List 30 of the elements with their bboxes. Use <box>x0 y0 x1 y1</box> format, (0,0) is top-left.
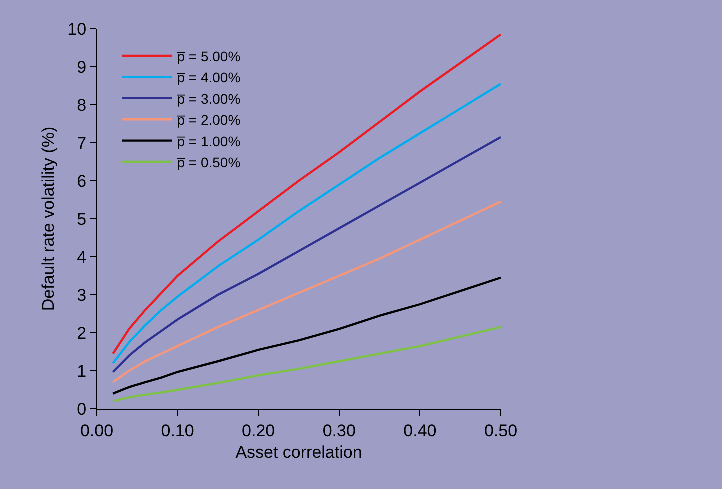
legend-label: p̅ = 1.00% <box>176 133 241 150</box>
y-tick-label: 5 <box>77 210 87 229</box>
x-tick-label: 0.40 <box>404 421 437 440</box>
x-tick-label: 0.30 <box>322 421 356 440</box>
legend-label: p̅ = 3.00% <box>176 90 241 107</box>
legend-label: p̅ = 5.00% <box>176 48 241 64</box>
line-series <box>112 276 501 395</box>
y-tick-label: 6 <box>77 172 87 191</box>
y-axis-title: Default rate volatility (%) <box>39 126 58 312</box>
legend-label: p̅ = 0.50% <box>176 154 241 170</box>
x-tick-label: 0.50 <box>484 421 518 440</box>
x-tick-label: 0.00 <box>80 421 114 440</box>
y-tick-label: 2 <box>77 324 87 343</box>
x-tick-label: 0.20 <box>242 421 276 440</box>
y-tick-label: 0 <box>77 400 87 419</box>
line-series <box>112 200 501 384</box>
x-axis-title: Asset correlation <box>236 442 362 462</box>
line-series <box>112 136 501 374</box>
y-tick-label: 9 <box>77 58 87 77</box>
legend-label: p̅ = 4.00% <box>176 70 241 86</box>
legend-label: p̅ = 2.00% <box>176 112 241 128</box>
x-tick-label: 0.10 <box>161 421 194 440</box>
y-tick-label: 1 <box>77 362 87 381</box>
line-series <box>112 326 501 402</box>
line-series <box>112 34 501 355</box>
y-tick-label: 3 <box>77 286 87 305</box>
y-tick-label: 7 <box>77 134 87 153</box>
y-tick-label: 4 <box>77 248 87 267</box>
y-tick-label: 10 <box>68 20 87 39</box>
y-tick-label: 8 <box>77 96 87 115</box>
